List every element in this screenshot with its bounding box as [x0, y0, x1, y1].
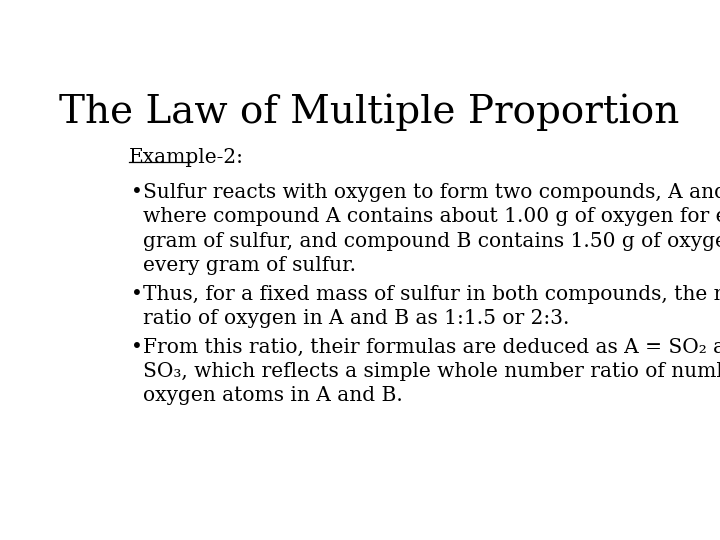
Text: From this ratio, their formulas are deduced as A = SO₂ and B =: From this ratio, their formulas are dedu…	[143, 338, 720, 357]
Text: Sulfur reacts with oxygen to form two compounds, A and B,: Sulfur reacts with oxygen to form two co…	[143, 183, 720, 202]
Text: ratio of oxygen in A and B as 1:1.5 or 2:3.: ratio of oxygen in A and B as 1:1.5 or 2…	[143, 309, 570, 328]
Text: •: •	[131, 285, 143, 304]
Text: oxygen atoms in A and B.: oxygen atoms in A and B.	[143, 386, 402, 405]
Text: Thus, for a fixed mass of sulfur in both compounds, the mass: Thus, for a fixed mass of sulfur in both…	[143, 285, 720, 304]
Text: The Law of Multiple Proportion: The Law of Multiple Proportion	[59, 94, 679, 131]
Text: every gram of sulfur.: every gram of sulfur.	[143, 255, 356, 275]
Text: where compound A contains about 1.00 g of oxygen for every: where compound A contains about 1.00 g o…	[143, 207, 720, 226]
Text: gram of sulfur, and compound B contains 1.50 g of oxygen for: gram of sulfur, and compound B contains …	[143, 232, 720, 251]
Text: SO₃, which reflects a simple whole number ratio of number of: SO₃, which reflects a simple whole numbe…	[143, 362, 720, 381]
Text: Example-2:: Example-2:	[129, 148, 244, 167]
Text: •: •	[131, 338, 143, 357]
Text: •: •	[131, 183, 143, 202]
